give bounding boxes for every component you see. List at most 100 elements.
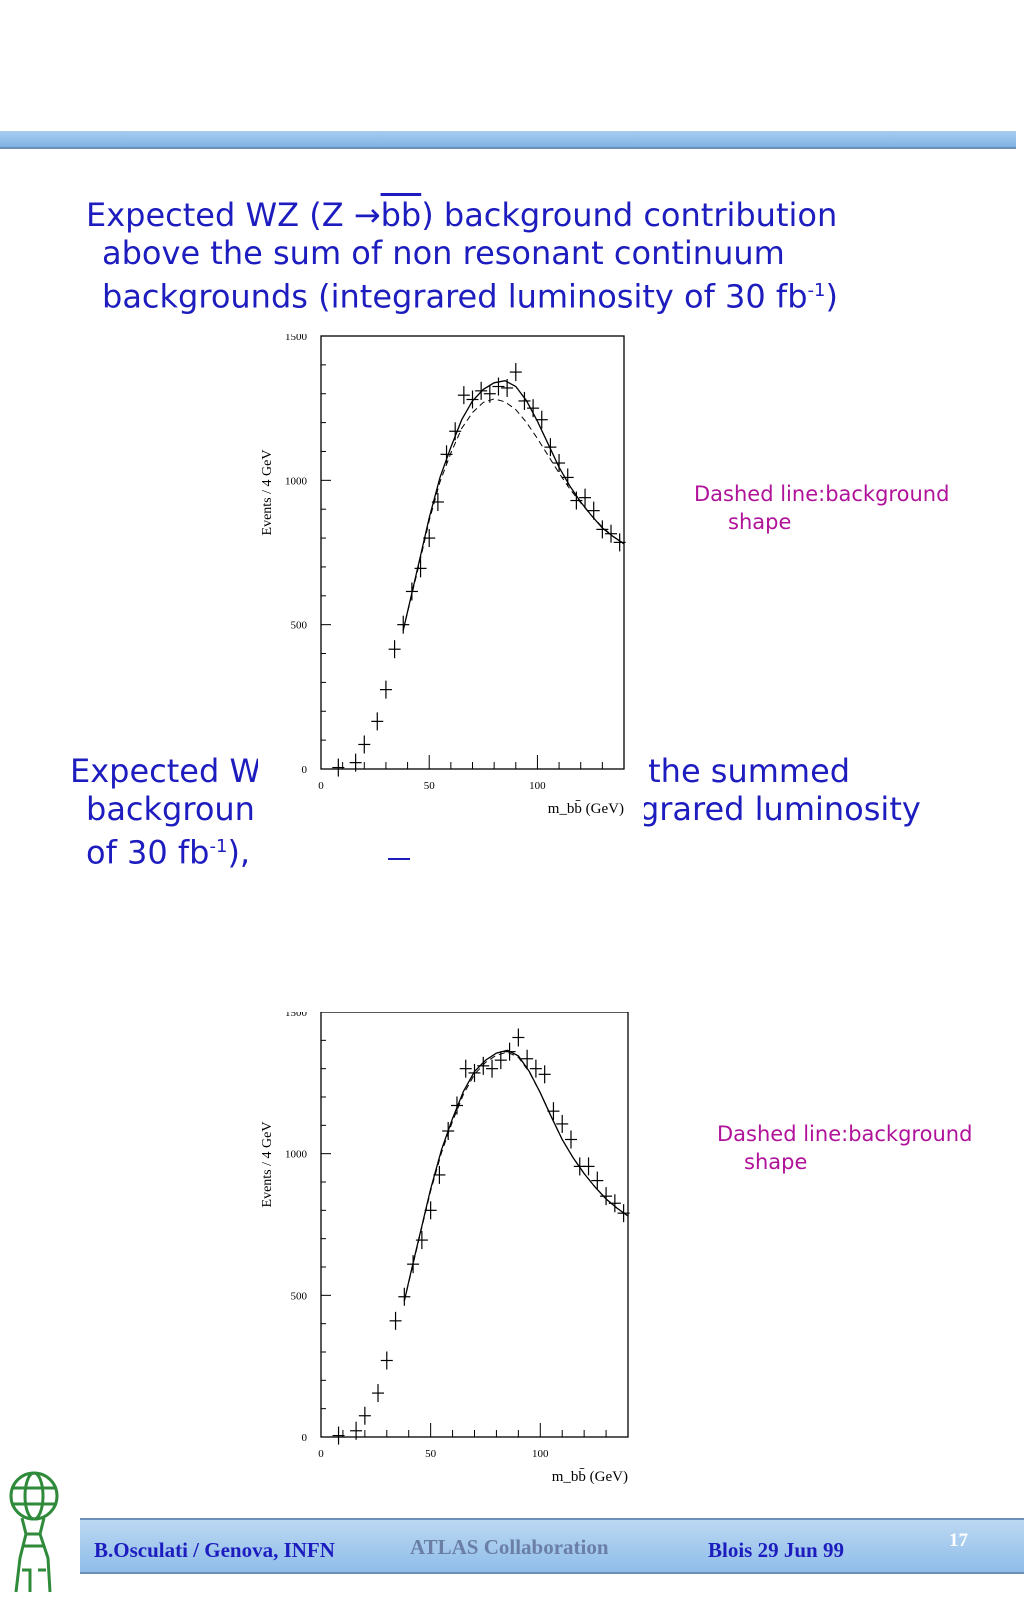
plot-2: 0 500 1000 1500 0 50 100 Events / 4 GeV m_bb̄ (G… — [258, 1012, 648, 1516]
data-point — [379, 680, 392, 699]
data-point — [398, 1287, 411, 1306]
data-point — [596, 520, 609, 539]
x-tick-label: 0 — [318, 780, 324, 792]
data-point — [582, 1157, 595, 1176]
data-point — [358, 735, 371, 754]
data-point — [397, 615, 410, 634]
y-tick-label: 500 — [291, 620, 308, 632]
x-axis-label: m_bb̄ (GeV) — [548, 801, 624, 817]
data-point — [556, 1114, 569, 1133]
side-note-1: Dashed line:background shape — [694, 480, 949, 536]
data-point — [389, 1311, 402, 1330]
data-point — [442, 1122, 455, 1140]
data-point — [501, 378, 514, 397]
x-tick-label: 50 — [424, 780, 436, 792]
data-point — [475, 381, 488, 400]
data-point — [492, 377, 505, 396]
x-tick-label: 100 — [529, 780, 546, 792]
data-point — [424, 1201, 437, 1220]
heading-wz-expected-background: Expected WZ (Z →bb) background contribut… — [86, 196, 838, 316]
plot-1: 0 500 1000 1500 0 50 100 Events / 4 GeV m_bb̄ (G… — [258, 334, 644, 846]
data-point — [547, 1102, 560, 1121]
data-point — [433, 1165, 446, 1184]
heading2-line2: backgroun grared luminosity — [70, 790, 921, 828]
data-point — [477, 1056, 490, 1075]
inverse-femtobarn-superscript: -1 — [807, 280, 826, 301]
heading2-line3-text: of 30 fb — [86, 833, 210, 872]
side-note-2-line2: shape — [744, 1150, 808, 1174]
footer-author: B.Osculati / Genova, INFN — [94, 1538, 335, 1562]
data-point — [405, 582, 418, 601]
data-point — [423, 529, 436, 548]
side-note-2-line1: Dashed line:background — [717, 1122, 973, 1146]
heading1-line2: above the sum of non resonant continuum — [102, 234, 785, 272]
mass-distribution-chart-2: 0 500 1000 1500 0 50 100 Events / 4 GeV m_bb̄ (G… — [260, 1012, 630, 1485]
total-fit-curve — [403, 1049, 629, 1302]
data-point — [371, 712, 384, 731]
data-point — [450, 1096, 463, 1115]
bb-bar-text: bb — [380, 196, 422, 234]
y-tick-label: 1000 — [285, 475, 308, 487]
y-tick-label: 0 — [302, 1432, 308, 1444]
heading1-text-b: ) background contribution — [421, 196, 838, 234]
x-tick-label: 50 — [425, 1448, 437, 1460]
heading-expected-w-summed-background: Expected W the summed backgroun grared lum… — [70, 752, 921, 872]
total-fit-curve — [402, 380, 625, 631]
data-point — [518, 391, 531, 410]
data-point — [538, 1065, 551, 1084]
data-point — [372, 1384, 385, 1403]
y-tick-label: 0 — [302, 764, 308, 776]
data-point — [535, 410, 548, 429]
atlas-logo — [4, 1466, 64, 1600]
data-point — [579, 488, 592, 507]
top-title-bar — [0, 131, 1016, 149]
heading2-line1-right: the summed — [648, 752, 851, 790]
data-point — [459, 1059, 472, 1078]
data-point — [350, 1421, 363, 1440]
data-point — [591, 1171, 604, 1190]
y-tick-label: 1000 — [285, 1149, 308, 1161]
heading2-line3: of 30 fb-1), — [70, 828, 921, 872]
data-point — [332, 758, 345, 777]
y-tick-label: 500 — [291, 1290, 308, 1302]
data-point — [407, 1255, 420, 1274]
y-axis-label: Events / 4 GeV — [260, 450, 275, 536]
data-point — [605, 524, 618, 543]
data-point — [527, 399, 540, 418]
data-point — [521, 1049, 534, 1068]
data-point — [388, 640, 401, 659]
data-point — [570, 491, 583, 510]
arrow-symbol: → — [353, 196, 381, 234]
data-point — [608, 1194, 621, 1213]
data-point — [349, 753, 362, 772]
data-point — [512, 1028, 525, 1047]
heading2-line1-left: Expected W — [70, 752, 262, 790]
data-point — [414, 559, 427, 578]
data-point — [449, 422, 462, 441]
data-point — [358, 1406, 371, 1425]
data-point — [544, 438, 557, 457]
side-note-1-line2: shape — [728, 510, 792, 534]
footer-bar — [80, 1518, 1024, 1574]
heading2-superscript: -1 — [209, 836, 228, 857]
data-point — [415, 1231, 428, 1250]
heading1-text-a: Expected WZ (Z — [86, 196, 354, 234]
y-axis-label: Events / 4 GeV — [260, 1122, 275, 1208]
y-tick-label: 1500 — [285, 1012, 308, 1019]
side-note-2: Dashed line:background shape — [717, 1120, 972, 1176]
data-point — [431, 492, 444, 511]
data-point — [468, 1063, 481, 1082]
x-axis-label: m_bb̄ (GeV) — [552, 1469, 628, 1485]
data-point — [483, 384, 496, 403]
data-point — [587, 501, 600, 520]
data-point — [486, 1059, 499, 1078]
heading2-line3-close: ), — [227, 833, 251, 872]
data-point — [380, 1351, 393, 1370]
heading1-line3: backgrounds (integrared luminosity of 30… — [86, 272, 838, 316]
heading2-line2-left: backgroun — [86, 790, 255, 828]
heading2-line1: Expected W the summed — [70, 752, 921, 790]
side-note-1-line1: Dashed line:background — [694, 482, 950, 506]
footer-date: Blois 29 Jun 99 — [708, 1538, 844, 1562]
x-tick-label: 100 — [532, 1448, 549, 1460]
heading1-line3-close: ) — [825, 277, 838, 316]
